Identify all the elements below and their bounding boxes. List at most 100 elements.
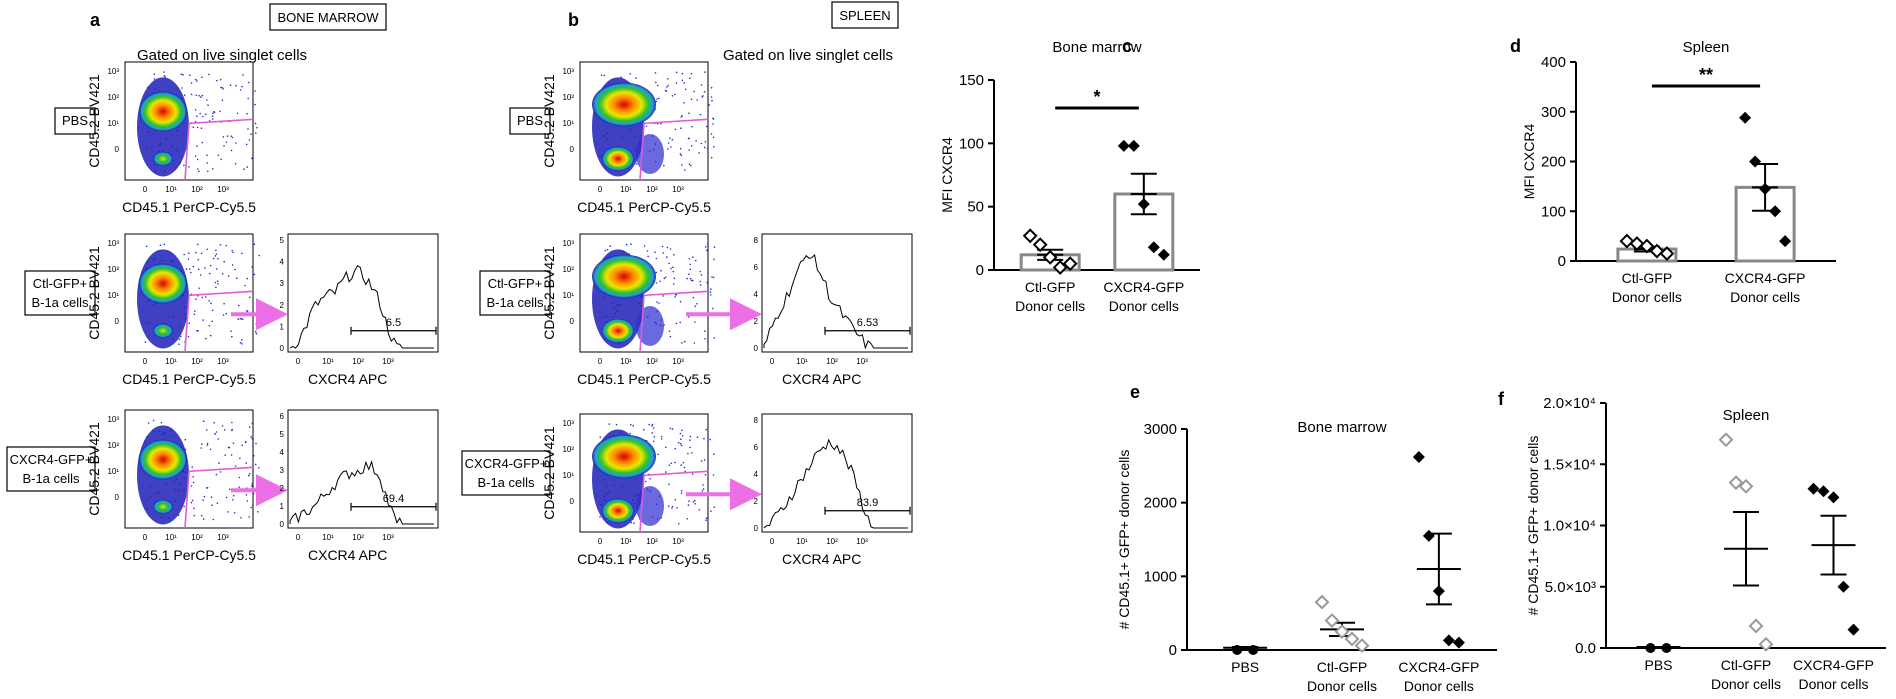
category-label: Donor cells	[1711, 676, 1781, 692]
event-dot	[681, 429, 683, 432]
event-dot	[232, 442, 235, 445]
significance-marker: **	[1699, 65, 1713, 85]
event-dot	[651, 432, 653, 434]
histogram-gate-value: 6.5	[386, 317, 401, 329]
hist-tick-y: 2	[754, 497, 759, 506]
event-dot	[188, 322, 190, 325]
chart-title: Bone marrow	[1052, 39, 1141, 56]
event-dot	[646, 250, 649, 252]
event-dot	[256, 126, 258, 129]
event-dot	[202, 319, 204, 321]
event-dot	[198, 287, 200, 290]
event-dot	[254, 90, 256, 92]
event-dot	[668, 330, 671, 333]
data-point	[1334, 624, 1350, 639]
flow-y-label: CD45.2 BV421	[541, 246, 557, 340]
event-dot	[689, 435, 692, 438]
event-dot	[704, 474, 707, 476]
event-dot	[190, 501, 193, 504]
event-dot	[679, 153, 682, 155]
flow-y-label: CD45.2 BV421	[86, 74, 102, 168]
event-dot	[239, 341, 242, 344]
density-hotspot	[592, 254, 656, 299]
event-dot	[666, 256, 668, 258]
event-dot	[232, 499, 234, 501]
event-dot	[196, 80, 198, 82]
event-dot	[688, 500, 690, 503]
event-dot	[196, 158, 199, 161]
event-dot	[199, 274, 202, 276]
histogram-curve	[763, 253, 908, 350]
chart-e: e Bone marrow 0 1000 2000 3000 # CD45.1+ GFP+ …	[1116, 382, 1497, 694]
flow-tick-x: 10²	[191, 185, 203, 194]
event-dot	[231, 249, 233, 252]
event-dot	[629, 73, 631, 75]
event-dot	[680, 127, 682, 129]
event-dot	[691, 452, 693, 454]
density-hotspot	[139, 439, 187, 480]
data-point	[1748, 618, 1764, 634]
data-point	[1661, 643, 1672, 653]
event-dot	[211, 320, 213, 323]
event-dot	[251, 483, 253, 485]
hist-tick-y: 6	[754, 263, 759, 272]
event-dot	[196, 329, 198, 332]
event-dot	[706, 281, 708, 284]
event-dot	[187, 258, 190, 260]
flow-tick-x: 10³	[672, 357, 684, 366]
event-dot	[253, 455, 255, 457]
flow-tick-y: 10²	[562, 265, 574, 274]
y-tick-label: 0	[1558, 253, 1566, 270]
event-dot	[202, 499, 204, 501]
event-dot	[668, 464, 671, 467]
flow-tick-x: 10²	[646, 537, 658, 546]
event-dot	[188, 166, 190, 168]
hist-tick-x: 10¹	[322, 357, 334, 366]
data-point	[1758, 636, 1774, 652]
event-dot	[194, 310, 196, 313]
event-dot	[206, 154, 208, 157]
event-dot	[248, 473, 251, 475]
chart-e-letter: e	[1130, 382, 1140, 402]
event-dot	[681, 79, 684, 82]
event-dot	[248, 139, 251, 141]
event-dot	[692, 296, 695, 299]
event-dot	[213, 110, 215, 113]
event-dot	[706, 147, 709, 150]
event-dot	[670, 267, 672, 270]
event-dot	[217, 438, 219, 440]
event-dot	[248, 474, 250, 477]
event-dot	[195, 251, 197, 254]
event-dot	[711, 99, 713, 102]
event-dot	[214, 433, 216, 435]
event-dot	[196, 145, 198, 147]
event-dot	[163, 71, 165, 73]
sample-label-box	[24, 270, 96, 316]
event-dot	[693, 342, 696, 344]
event-dot	[689, 439, 691, 442]
event-dot	[691, 473, 694, 475]
event-dot	[710, 96, 713, 98]
event-dot	[200, 447, 202, 449]
hist-tick-x: 10³	[382, 357, 394, 366]
event-dot	[704, 140, 707, 143]
histogram-curve	[289, 460, 434, 525]
event-dot	[679, 300, 682, 303]
y-tick-label: 50	[967, 199, 984, 216]
event-dot	[221, 425, 224, 427]
event-dot	[678, 523, 680, 525]
event-dot	[665, 446, 667, 449]
event-dot	[669, 137, 671, 139]
event-dot	[700, 460, 703, 462]
flow-tick-x: 10¹	[165, 185, 177, 194]
event-dot	[251, 437, 253, 440]
data-point	[1147, 241, 1160, 254]
event-dot	[705, 519, 707, 521]
event-dot	[671, 138, 674, 141]
event-dot	[684, 88, 687, 91]
event-dot	[248, 516, 250, 518]
hist-tick-y: 0	[754, 524, 759, 533]
flow-tick-x: 10³	[217, 185, 229, 194]
event-dot	[234, 268, 236, 271]
flow-tick-x: 0	[143, 533, 148, 542]
